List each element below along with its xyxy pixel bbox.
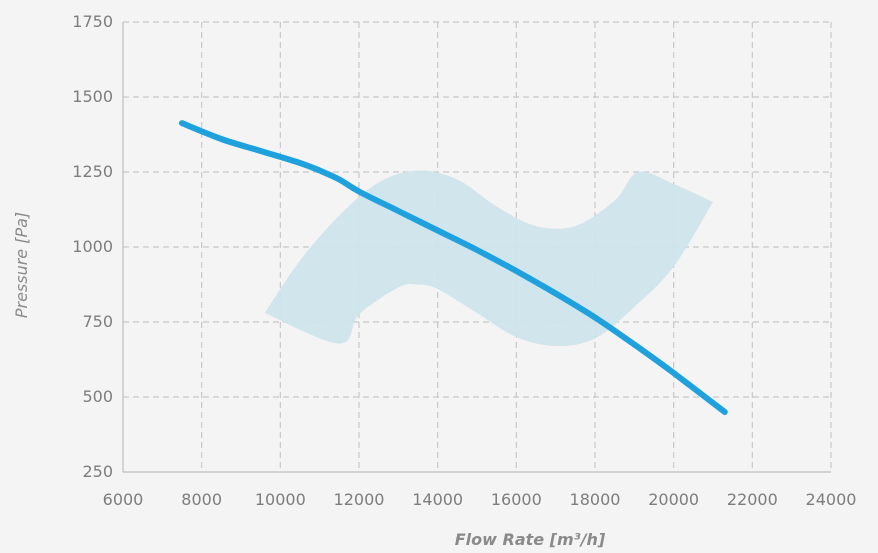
x-tick-label: 22000 — [727, 490, 778, 509]
y-tick-label: 1250 — [72, 162, 113, 181]
x-tick-label: 18000 — [570, 490, 621, 509]
x-tick-label: 12000 — [334, 490, 385, 509]
x-tick-label: 24000 — [806, 490, 857, 509]
y-axis-title: Pressure [Pa] — [12, 212, 31, 318]
y-tick-label: 250 — [82, 462, 113, 481]
y-tick-labels: 250 500 750 1000 1250 1500 1750 — [72, 12, 113, 481]
y-tick-label: 1750 — [72, 12, 113, 31]
x-tick-label: 16000 — [491, 490, 542, 509]
x-axis-title: Flow Rate [m³/h] — [455, 530, 606, 549]
y-tick-label: 500 — [82, 387, 113, 406]
series-layer — [179, 120, 728, 415]
x-tick-label: 20000 — [648, 490, 699, 509]
y-tick-label: 1500 — [72, 87, 113, 106]
axes — [122, 22, 831, 473]
x-tick-labels: 6000 8000 10000 12000 14000 16000 18000 20000 22… — [103, 490, 857, 509]
x-tick-label: 10000 — [255, 490, 306, 509]
x-tick-label: 14000 — [412, 490, 463, 509]
y-tick-label: 1000 — [72, 237, 113, 256]
x-tick-label: 8000 — [181, 490, 222, 509]
x-tick-label: 6000 — [103, 490, 144, 509]
y-tick-label: 750 — [82, 312, 113, 331]
pressure-curve-line — [179, 120, 728, 415]
